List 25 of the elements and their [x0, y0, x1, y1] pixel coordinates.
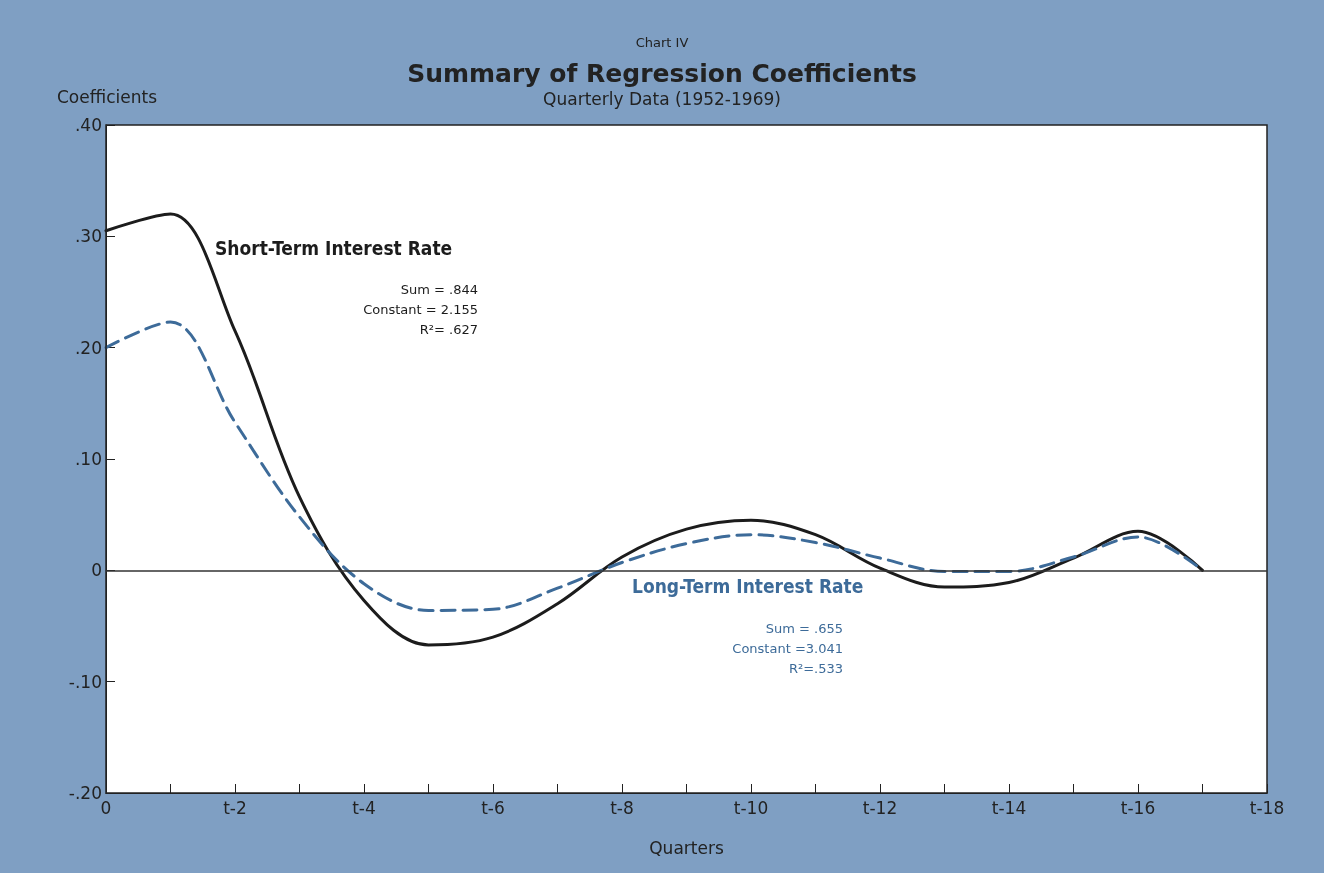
x-tick-label: t-10 — [733, 797, 769, 818]
chart-subtitle: Quarterly Data (1952-1969) — [543, 88, 781, 109]
annotation: Sum = .844 Constant = 2.155 R²= .627 — [363, 281, 478, 337]
text: Chart IV — [635, 35, 689, 50]
x-tick-label: t-6 — [481, 797, 505, 818]
x-tick-label: t-12 — [862, 797, 898, 818]
x-axis-title: Quarters — [649, 837, 724, 858]
x-tick-label: t-2 — [223, 797, 247, 818]
y-tick-label: -.20 — [68, 783, 102, 803]
series-label: Short-Term Interest Rate — [215, 236, 453, 259]
annotation: Sum = .655 Constant =3.041 R²=.533 — [732, 620, 843, 676]
x-tick-label: t-18 — [1249, 797, 1285, 818]
x-tick-label: t-4 — [352, 797, 376, 818]
y-tick-label: 0 — [91, 560, 102, 581]
y-tick-label: .20 — [74, 337, 102, 358]
y-tick-label: .40 — [74, 115, 102, 135]
y-tick-label: -.10 — [68, 671, 102, 692]
series-label: Long-Term Interest Rate — [632, 574, 864, 597]
x-tick-label: t-14 — [991, 797, 1027, 818]
x-tick-label: t-8 — [610, 797, 634, 818]
y-tick-label: .10 — [74, 449, 102, 469]
x-tick-label: t-16 — [1120, 797, 1156, 818]
y-tick-label: .30 — [74, 226, 102, 247]
y-axis-title: Coefficients — [57, 86, 158, 107]
chart-title: Summary of Regression Coefficients — [407, 59, 917, 88]
